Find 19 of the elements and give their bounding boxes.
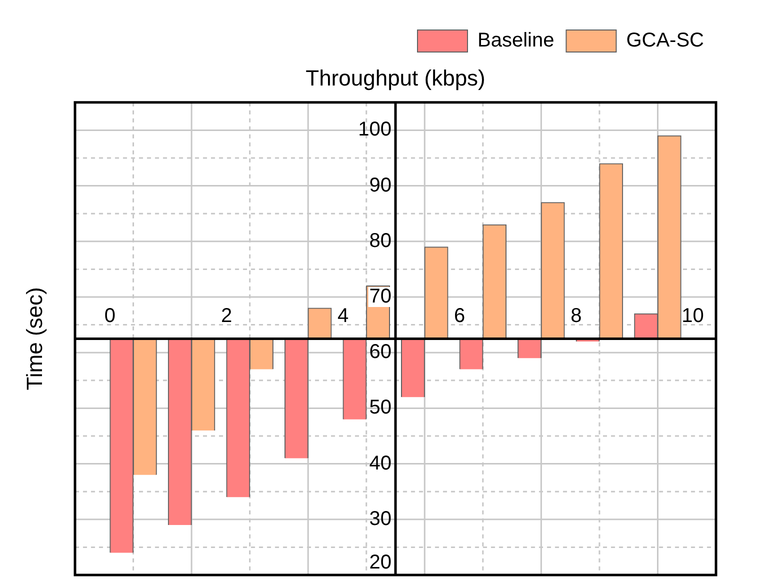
y-tick-label: 70 xyxy=(369,286,392,308)
x-axis-title: Throughput (kbps) xyxy=(306,65,486,90)
y-tick-label: 90 xyxy=(369,174,392,196)
y-tick-label: 80 xyxy=(369,230,392,252)
x-tick-label: 8 xyxy=(570,305,582,328)
y-tick-label: 30 xyxy=(369,508,392,530)
x-tick-label: 6 xyxy=(454,305,466,328)
x-tick-label: 10 xyxy=(682,305,704,328)
y-axis-title: Time (sec) xyxy=(22,287,48,390)
legend-label: GCA-SC xyxy=(626,30,704,52)
x-tick-label: 4 xyxy=(337,305,349,328)
legend-label: Baseline xyxy=(478,30,554,52)
y-tick-label: 100 xyxy=(358,118,392,141)
x-tick-label: 2 xyxy=(220,305,232,328)
y-tick-label: 20 xyxy=(369,552,392,574)
x-tick-label: 0 xyxy=(104,305,116,328)
y-tick-label: 40 xyxy=(369,452,392,474)
y-tick-label: 50 xyxy=(369,396,392,419)
y-tick-label: 60 xyxy=(369,341,392,364)
